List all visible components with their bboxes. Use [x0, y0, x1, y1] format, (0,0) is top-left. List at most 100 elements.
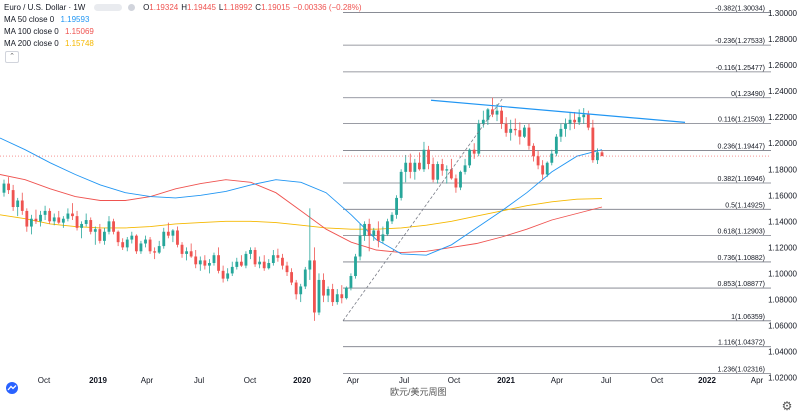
candle: [20, 192, 24, 215]
candle-body: [61, 218, 65, 223]
price-tick-label: 1.04000: [768, 348, 797, 357]
fib-retracement-layer: -0.382(1.30034) -0.236(1.27533) -0.116(1.2…: [343, 6, 771, 374]
candle: [495, 104, 499, 122]
candle: [395, 195, 398, 219]
candle-body: [509, 128, 513, 133]
candle-body: [212, 255, 216, 264]
collapse-legend-button[interactable]: ⌃: [5, 51, 19, 63]
candle: [427, 145, 430, 170]
candle: [582, 108, 586, 124]
candle-body: [221, 270, 225, 279]
candle: [386, 218, 389, 236]
candle-body: [125, 239, 129, 248]
candle: [299, 283, 303, 303]
fib-level-label: 1.116(1.04372): [718, 340, 765, 347]
candle: [258, 256, 262, 269]
candle-body: [34, 218, 38, 222]
fib-level-label: 1.236(1.02316): [718, 366, 765, 373]
price-tick-label: 1.20000: [768, 139, 797, 148]
candle: [536, 151, 540, 170]
ohlc-key: C: [255, 3, 262, 12]
candle-body: [267, 263, 271, 269]
candle-body: [381, 234, 385, 241]
ma200-legend[interactable]: MA 200 close 0 1.15748: [4, 38, 365, 50]
price-tick-label: 1.24000: [768, 87, 797, 96]
time-tick-label: Oct: [244, 376, 257, 385]
candle-body: [500, 110, 503, 124]
candle: [71, 203, 74, 221]
price-axis[interactable]: 1.30000 1.28000 1.26000 1.24000 1.22000 1.200…: [768, 0, 800, 400]
ma50-legend[interactable]: MA 50 close 0 1.19593: [4, 14, 365, 26]
candle: [349, 273, 353, 291]
candle-body: [454, 178, 458, 188]
ohlc-value: −0.00336 (−0.28%): [293, 3, 362, 12]
candle-body: [349, 276, 353, 288]
candle: [545, 161, 549, 178]
candle: [208, 259, 211, 274]
candle: [212, 252, 216, 266]
candle: [431, 157, 435, 183]
fib-level-label: 0.116(1.21503): [718, 117, 765, 124]
candle: [48, 208, 52, 224]
candle: [463, 158, 467, 175]
candle: [61, 216, 65, 228]
candle-body: [372, 230, 376, 236]
fib-level-label: 0.236(1.19447): [718, 143, 765, 150]
candle-body: [326, 289, 330, 296]
candle: [541, 160, 545, 180]
candle: [399, 169, 403, 201]
candle: [148, 236, 152, 254]
candle: [244, 251, 248, 269]
candle: [230, 261, 234, 277]
candle: [153, 247, 157, 260]
candle-body: [271, 255, 275, 264]
candle-body: [103, 231, 106, 241]
candle-body: [285, 265, 289, 273]
candle: [573, 111, 577, 129]
ma100-legend[interactable]: MA 100 close 0 1.15069: [4, 26, 365, 38]
candle-body: [258, 261, 262, 265]
trend-line: [430, 99, 686, 123]
ma100-value: 1.15069: [64, 27, 94, 36]
candle-body: [262, 261, 266, 269]
candle: [294, 279, 298, 300]
candle-body: [481, 119, 485, 124]
candle: [303, 266, 307, 290]
candle-body: [25, 210, 29, 227]
candle-body: [600, 152, 604, 156]
price-axis-bg: [771, 0, 800, 400]
tradingview-logo-icon[interactable]: [5, 382, 19, 394]
candle-body: [536, 156, 540, 166]
retracement-trend-line: [342, 97, 504, 322]
candle: [518, 122, 522, 145]
fib-level-label: 1(1.06359): [731, 314, 765, 321]
time-axis[interactable]: Oct 2019 Apr Jul Oct 2020 Apr Jul Oct 2021 Apr Jul O…: [0, 370, 771, 415]
candle: [376, 221, 380, 248]
candle-body: [249, 249, 252, 254]
symbol-title[interactable]: Euro / U.S. Dollar · 1W: [4, 3, 86, 12]
fib-level-label: 0.853(1.08877): [718, 281, 765, 288]
candle: [239, 255, 243, 267]
candle: [445, 165, 449, 184]
candle-body: [239, 261, 243, 266]
fib-level-label: 0.382(1.16946): [718, 176, 765, 183]
candle-body: [303, 269, 307, 287]
candle: [221, 265, 225, 283]
candle: [281, 253, 284, 270]
candle-body: [363, 223, 367, 236]
gear-icon[interactable]: ⚙: [781, 399, 793, 413]
candle-body: [130, 235, 134, 240]
candle-body: [230, 266, 234, 274]
candle: [468, 148, 472, 168]
candle-body: [522, 127, 526, 137]
candle: [513, 118, 517, 136]
candle: [198, 256, 202, 271]
candle-body: [559, 128, 563, 137]
candle: [504, 117, 508, 137]
market-status-icon: [127, 4, 135, 12]
candle-body: [468, 149, 472, 166]
candle: [34, 209, 38, 224]
candle-body: [554, 136, 558, 154]
ma50-name: MA 50 close 0: [4, 15, 55, 24]
